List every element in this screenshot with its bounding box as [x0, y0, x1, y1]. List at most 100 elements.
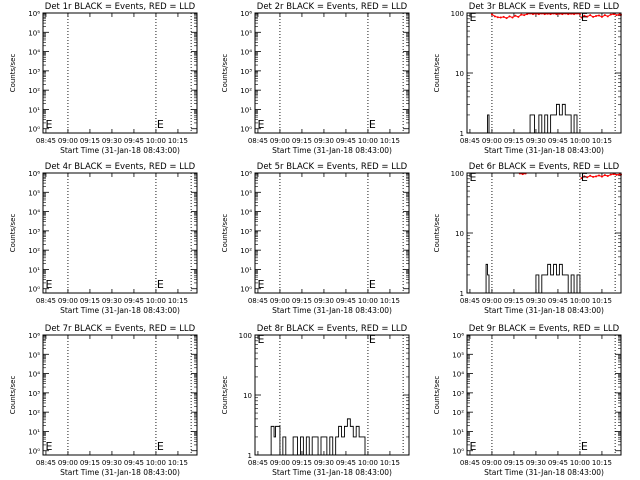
x-tick-label: 09:45	[124, 459, 144, 467]
e-marker: E	[369, 333, 376, 346]
y-tick-label: 10⁴	[28, 371, 40, 379]
y-axis-label: Counts/sec	[221, 376, 229, 415]
y-tick-label: 10⁶	[452, 332, 464, 340]
lld-point	[520, 13, 523, 16]
x-axis-label: Start Time (31-Jan-18 08:43:00)	[484, 468, 604, 477]
x-tick-label: 10:15	[592, 459, 612, 467]
chart-title: Det 9r BLACK = Events, RED = LLD	[469, 324, 620, 334]
lld-point	[600, 175, 603, 178]
e-marker: E	[469, 171, 476, 184]
x-tick-label: 08:45	[460, 459, 480, 467]
e-marker: E	[469, 11, 476, 24]
x-tick-label: 09:30	[314, 459, 334, 467]
plot-frame	[42, 334, 198, 456]
plot-frame	[254, 12, 410, 134]
y-tick-label: 10⁶	[240, 170, 252, 178]
lld-point	[606, 15, 609, 18]
x-tick-label: 09:30	[102, 297, 122, 305]
y-tick-label: 10¹	[28, 428, 40, 436]
lld-point	[603, 14, 606, 17]
chart-title: Det 4r BLACK = Events, RED = LLD	[45, 162, 196, 172]
y-tick-label: 10⁶	[28, 170, 40, 178]
x-tick-label: 09:00	[270, 297, 290, 305]
y-tick-label: 10	[455, 230, 464, 238]
lld-point	[589, 174, 592, 177]
y-tick-label: 100	[451, 10, 464, 18]
lld-point	[603, 174, 606, 177]
e-marker: E	[581, 11, 588, 24]
y-tick-label: 10⁴	[240, 209, 252, 217]
y-tick-label: 10⁶	[28, 10, 40, 18]
x-tick-label: 09:30	[102, 137, 122, 145]
x-tick-label: 10:00	[146, 297, 166, 305]
e-marker: E	[157, 118, 164, 131]
y-tick-label: 10²	[240, 87, 252, 95]
x-tick-label: 09:30	[526, 297, 546, 305]
lld-point	[589, 14, 592, 17]
lld-point	[592, 15, 595, 18]
lld-point	[549, 13, 552, 16]
x-tick-label: 10:15	[592, 137, 612, 145]
x-tick-label: 09:15	[504, 137, 524, 145]
x-tick-label: 09:15	[504, 297, 524, 305]
y-tick-label: 10³	[28, 228, 40, 236]
x-axis-label: Start Time (31-Jan-18 08:43:00)	[60, 306, 180, 315]
e-marker: E	[369, 118, 376, 131]
y-tick-label: 10³	[28, 68, 40, 76]
x-tick-label: 09:00	[482, 137, 502, 145]
chart-title: Det 2r BLACK = Events, RED = LLD	[257, 2, 408, 12]
x-tick-label: 08:45	[460, 137, 480, 145]
y-tick-label: 10⁵	[240, 189, 252, 197]
x-tick-label: 09:30	[314, 297, 334, 305]
x-tick-label: 09:15	[80, 297, 100, 305]
e-marker: E	[257, 278, 264, 291]
lld-point	[573, 13, 576, 16]
x-tick-label: 09:45	[548, 137, 568, 145]
y-axis-label: Counts/sec	[221, 214, 229, 253]
x-axis-label: Start Time (31-Jan-18 08:43:00)	[484, 306, 604, 315]
chart-title: Det 7r BLACK = Events, RED = LLD	[45, 324, 196, 334]
x-tick-label: 09:15	[504, 459, 524, 467]
x-tick-label: 09:15	[292, 459, 312, 467]
y-axis-label: Counts/sec	[9, 54, 17, 93]
lld-point	[583, 14, 586, 17]
plot-frame	[466, 12, 622, 134]
lld-point	[555, 13, 558, 16]
chart-title: Det 8r BLACK = Events, RED = LLD	[257, 324, 408, 334]
y-tick-label: 1	[460, 290, 464, 298]
x-tick-label: 09:30	[102, 459, 122, 467]
lld-point	[615, 14, 618, 17]
e-marker: E	[581, 440, 588, 453]
y-tick-label: 10⁶	[240, 10, 252, 18]
y-tick-label: 10¹	[240, 266, 252, 274]
y-tick-label: 10⁰	[240, 126, 252, 134]
y-tick-label: 10⁵	[28, 29, 40, 37]
x-tick-label: 10:15	[168, 137, 188, 145]
lld-point	[499, 16, 502, 19]
y-tick-label: 10⁰	[240, 286, 252, 294]
events-series-line	[467, 263, 621, 294]
e-marker: E	[45, 440, 52, 453]
x-tick-label: 10:15	[380, 459, 400, 467]
e-marker: E	[157, 440, 164, 453]
x-axis-label: Start Time (31-Jan-18 08:43:00)	[272, 306, 392, 315]
lld-point	[612, 173, 615, 176]
lld-point	[606, 175, 609, 178]
detector-chart: Det 3r BLACK = Events, RED = LLD Counts/s…	[433, 2, 622, 155]
detector-chart: Det 5r BLACK = Events, RED = LLD Counts/s…	[221, 162, 410, 315]
lld-point	[586, 176, 589, 179]
e-marker: E	[369, 278, 376, 291]
y-axis-label: Counts/sec	[9, 214, 17, 253]
x-axis-label: Start Time (31-Jan-18 08:43:00)	[60, 146, 180, 155]
e-marker: E	[257, 333, 264, 346]
lld-point	[615, 173, 618, 176]
lld-point	[505, 17, 508, 20]
detector-chart: Det 4r BLACK = Events, RED = LLD Counts/s…	[9, 162, 198, 315]
y-tick-label: 10⁴	[240, 49, 252, 57]
y-tick-label: 1	[460, 130, 464, 138]
y-axis-label: Counts/sec	[433, 214, 441, 253]
chart-title: Det 6r BLACK = Events, RED = LLD	[469, 162, 620, 172]
x-tick-label: 09:45	[124, 137, 144, 145]
y-axis-label: Counts/sec	[433, 376, 441, 415]
x-tick-label: 08:45	[36, 137, 56, 145]
